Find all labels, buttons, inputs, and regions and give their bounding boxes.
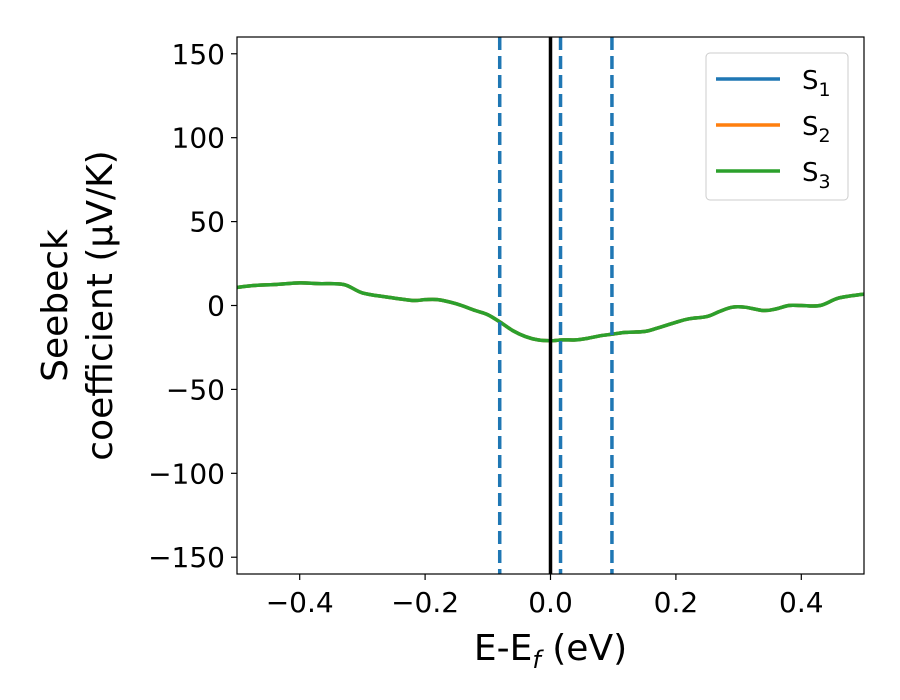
legend: S1 S2 S3 [705,52,849,201]
y-axis-ticks: 150 100 50 0 −50 −100 −150 [148,38,237,574]
y-axis-label-line2: coefficient (μV/K) [80,150,121,460]
y-tick-label: 50 [189,206,225,239]
x-axis-ticks: −0.4 −0.2 0.0 0.2 0.4 [266,574,824,619]
y-tick-label: 0 [207,290,225,323]
y-tick-label: 150 [172,38,225,71]
y-axis-label: Seebeck coefficient (μV/K) [35,150,121,460]
vertical-lines [497,37,614,574]
legend-label-s2: S2 [802,112,831,147]
y-tick-label: −150 [148,541,225,574]
legend-label-s3: S3 [802,158,831,193]
series-line-s3 [237,281,864,343]
x-axis-label-unit: (eV) [541,628,627,669]
x-tick-label: 0.2 [654,586,699,619]
x-axis-label: E-Ef (eV) [474,628,627,674]
legend-label-s1: S1 [802,66,831,101]
y-tick-label: −50 [166,373,225,406]
y-tick-label: 100 [172,122,225,155]
y-axis-label-line1: Seebeck [35,229,76,382]
x-tick-label: 0.4 [779,586,824,619]
x-tick-label: 0.0 [528,586,573,619]
x-tick-label: −0.2 [391,586,459,619]
x-axis-label-main: E-E [474,628,532,669]
series-group [237,281,864,343]
x-tick-label: −0.4 [266,586,334,619]
y-tick-label: −100 [148,457,225,490]
